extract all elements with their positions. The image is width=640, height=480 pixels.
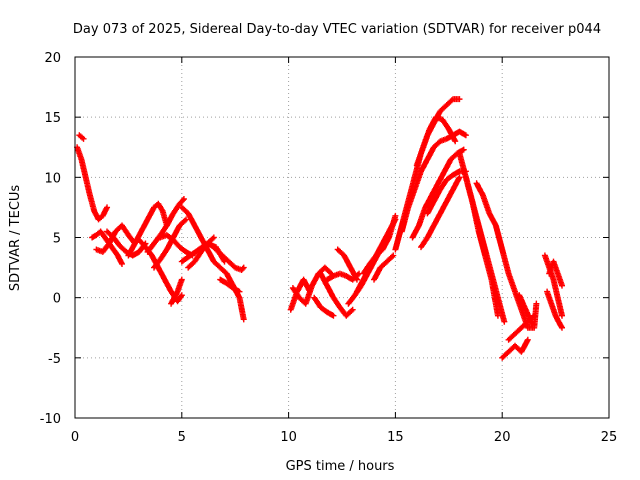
series-track-20 [317,270,356,319]
y-tick-label: 20 [44,51,61,66]
series-track-30 [413,114,459,169]
series-track-25 [360,212,399,277]
data-marker-trace [136,236,185,305]
data-marker-trace [516,292,536,328]
chart-title: Day 073 of 2025, Sidereal Day-to-day VTE… [73,22,601,37]
data-marker-trace [289,264,335,307]
series-track-32 [424,168,469,217]
series-track-22 [334,246,360,283]
x-tick-label: 20 [494,430,511,445]
data-marker-trace [409,146,467,241]
series-track-26 [371,252,397,283]
x-tick-label: 10 [280,430,297,445]
y-tick-label: 0 [53,292,61,307]
data-points [74,96,566,361]
series-track-40 [544,288,566,331]
data-marker-trace [89,228,125,267]
data-marker-trace [74,144,111,223]
series-track-16 [217,276,243,295]
x-tick-label: 25 [601,430,618,445]
series-track-31 [418,174,463,251]
data-marker-trace [418,174,463,251]
data-marker-trace [334,246,360,283]
y-axis-label: SDTVAR / TECUs [8,185,23,292]
y-tick-label: -10 [40,412,61,427]
data-marker-trace [462,174,501,319]
series-track-15 [206,240,247,273]
x-tick-label: 15 [387,430,404,445]
data-marker-trace [413,114,459,169]
series-track-36 [499,336,531,361]
data-marker-trace [544,288,566,331]
series-track-19 [311,294,337,319]
data-marker-trace [371,252,397,283]
y-tick-label: 5 [53,232,61,247]
series-track-07 [136,236,185,305]
series-track-18 [289,264,335,307]
data-marker-trace [424,168,469,217]
x-tick-label: 5 [178,430,186,445]
series-track-34 [462,174,501,319]
data-marker-trace [206,240,247,273]
axes: 0 5 10 15 20 25 -10 -5 0 5 10 15 20 [40,51,618,445]
series-track-29 [409,146,467,241]
data-marker-trace [217,276,243,295]
data-marker-trace [168,276,185,307]
series-track-03 [89,228,125,267]
y-tick-label: 15 [44,111,61,126]
series-track-11 [168,276,185,307]
data-marker-trace [360,212,399,277]
series-track-01 [74,144,111,223]
y-tick-label: -5 [48,352,61,367]
series-track-38 [516,292,536,328]
data-marker-trace [546,258,566,289]
series-track-41 [546,258,566,289]
series-track-02 [76,132,87,142]
data-marker-trace [311,294,337,319]
x-axis-label: GPS time / hours [286,459,395,474]
data-marker-trace [499,336,531,361]
data-marker-trace [317,270,356,319]
x-tick-label: 0 [71,430,79,445]
y-tick-label: 10 [44,171,61,186]
data-marker-trace [76,132,87,142]
